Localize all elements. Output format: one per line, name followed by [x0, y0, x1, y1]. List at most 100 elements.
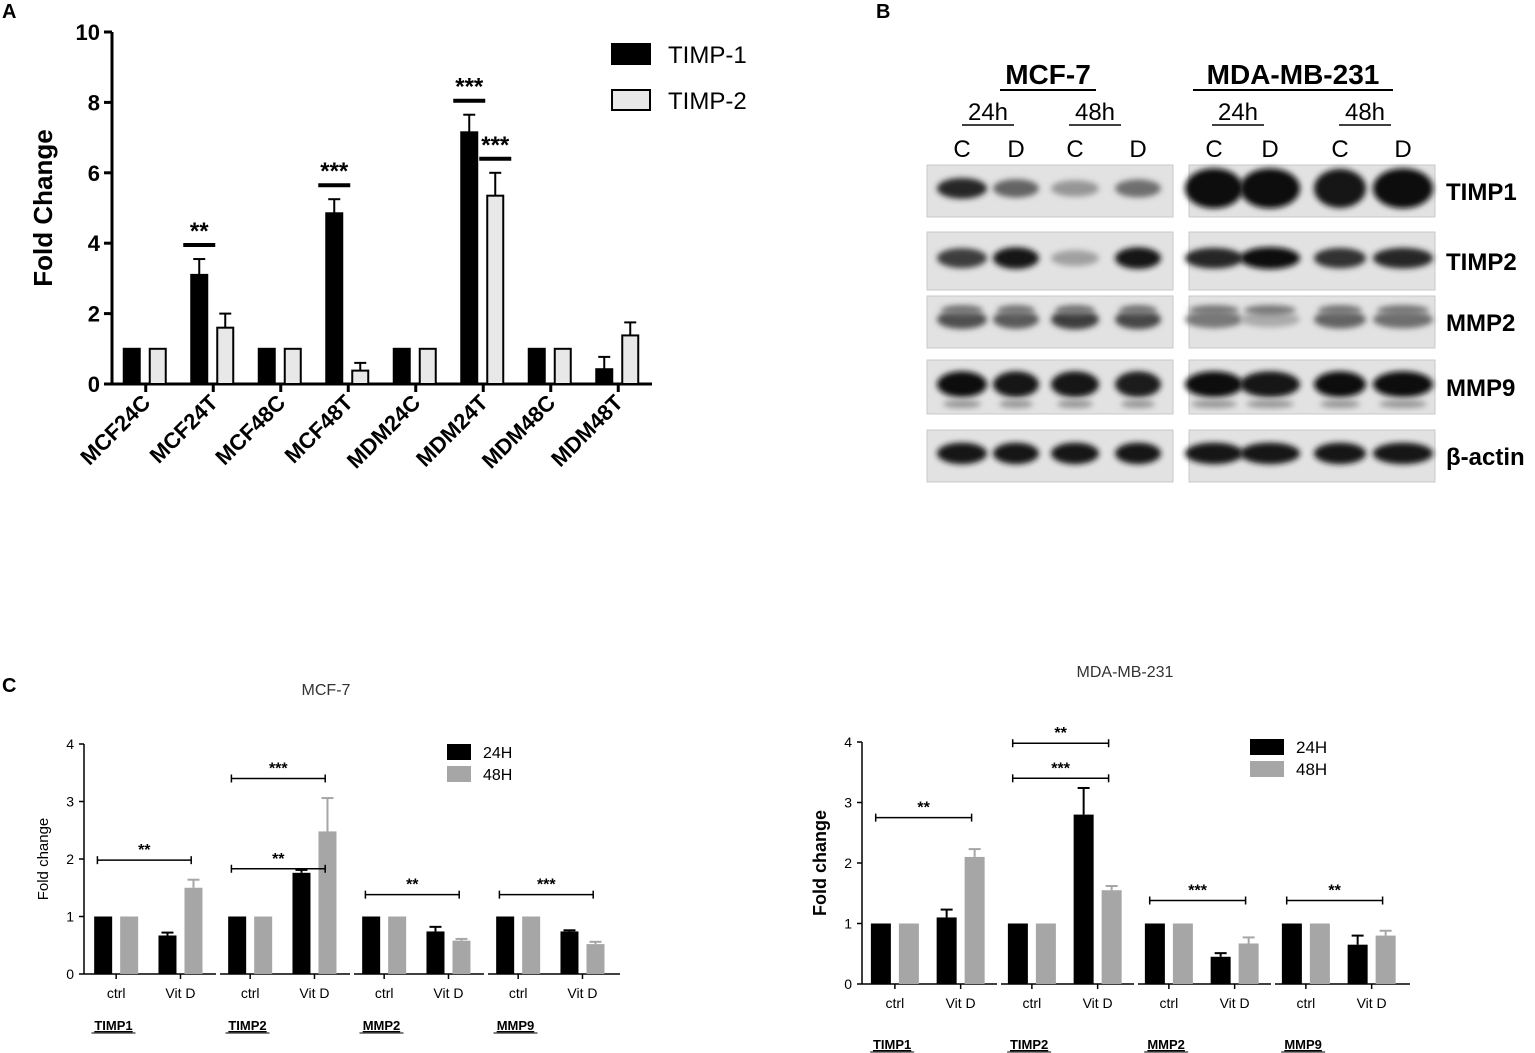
- blot-band: [1240, 247, 1300, 270]
- blot-lane-label: D: [1394, 136, 1411, 163]
- blot-band: [937, 178, 987, 199]
- y-tick-label: 6: [88, 161, 100, 186]
- significance-marker: ***: [1188, 883, 1207, 900]
- group-label: TIMP2: [1010, 1037, 1048, 1052]
- bar-48H: [1035, 923, 1056, 984]
- significance-marker: ***: [537, 877, 556, 894]
- blot-band: [1051, 309, 1099, 330]
- bar-48H: [964, 856, 985, 984]
- significance-marker: ***: [320, 158, 349, 185]
- blot-band: [937, 309, 987, 329]
- bar-48H: [318, 831, 337, 974]
- bar-48H: [184, 887, 203, 974]
- bar-TIMP-2: [351, 369, 370, 385]
- significance-marker: ***: [1051, 760, 1070, 777]
- blot-band: [1051, 250, 1099, 267]
- significance-marker: ***: [455, 74, 484, 101]
- y-tick-label: 2: [844, 855, 852, 871]
- blot-band: [1240, 311, 1300, 328]
- x-tick-label: MDM48T: [546, 389, 628, 471]
- panel-c-mcf7-chart: MCF-7 0 1 2 3 4 Fold change ctrl Vit D TIMP1 ctrl V…: [35, 682, 620, 1034]
- chart-title: MDA-MB-231: [1077, 664, 1174, 681]
- panel-c-mda-chart: MDA-MB-231 0 1 2 3 4 Fold change ctrl Vit D TIMP1…: [810, 664, 1410, 1053]
- blot-protein-label: β-actin: [1446, 444, 1525, 471]
- bar-24H: [1281, 923, 1302, 984]
- blot-band: [1115, 309, 1161, 330]
- blot-band: [1373, 247, 1433, 269]
- x-tick-label: MDM48C: [477, 390, 560, 473]
- x-tick-label: ctrl: [1160, 995, 1179, 1011]
- blot-timepoint-label: 48h: [1345, 99, 1385, 126]
- bar-TIMP-2: [283, 347, 302, 385]
- significance-marker: ***: [269, 761, 288, 778]
- x-tick-label: Vit D: [1357, 995, 1387, 1011]
- panel-c-label: C: [2, 675, 16, 697]
- x-tick-label: ctrl: [1023, 995, 1042, 1011]
- y-tick-label: 4: [66, 736, 74, 752]
- x-tick-label: Vit D: [165, 985, 195, 1001]
- blot-band: [1373, 371, 1433, 398]
- y-tick-label: 2: [66, 851, 74, 867]
- y-tick-label: 1: [844, 916, 852, 932]
- y-tick-label: 2: [88, 302, 100, 327]
- bar-48H: [898, 923, 919, 984]
- blot-protein-label: TIMP2: [1446, 249, 1517, 276]
- blot-band: [1240, 168, 1300, 209]
- bar-48H: [1238, 943, 1259, 984]
- significance-marker: **: [1054, 725, 1067, 742]
- bar-TIMP-1: [257, 347, 276, 385]
- legend-label: TIMP-2: [668, 88, 747, 115]
- legend-swatch: [1250, 739, 1284, 755]
- blot-band: [1240, 442, 1300, 465]
- legend-label: 24H: [1296, 738, 1327, 757]
- significance-marker: **: [1328, 883, 1341, 900]
- group-label: TIMP2: [228, 1018, 266, 1033]
- legend-swatch: [611, 43, 651, 65]
- blot-band: [1051, 371, 1099, 398]
- blot-band-lower: [1057, 400, 1093, 408]
- group-label: TIMP1: [873, 1037, 911, 1052]
- bar-48H: [586, 944, 605, 974]
- blot-protein-label: MMP2: [1446, 310, 1515, 337]
- blot-band: [1185, 247, 1243, 269]
- chart-title: MCF-7: [302, 682, 351, 699]
- blot-band: [937, 371, 987, 398]
- blot-cell-line-label: MDA-MB-231: [1207, 59, 1380, 90]
- blot-timepoint-label: 24h: [968, 99, 1008, 126]
- bar-24H: [292, 872, 311, 974]
- significance-marker: **: [406, 877, 419, 894]
- legend-swatch: [447, 766, 471, 782]
- blot-band: [1185, 310, 1243, 329]
- blot-protein-label: MMP9: [1446, 375, 1515, 402]
- blot-lane-label: C: [953, 136, 970, 163]
- blot-band-upper: [997, 305, 1035, 315]
- bar-TIMP-2: [148, 347, 167, 385]
- bar-TIMP-1: [325, 212, 344, 385]
- legend-label: 48H: [483, 767, 512, 784]
- legend-swatch: [1250, 761, 1284, 777]
- x-tick-label: ctrl: [375, 985, 394, 1001]
- blot-band: [1051, 180, 1099, 197]
- blot-timepoint-label: 24h: [1218, 99, 1258, 126]
- y-tick-label: 10: [76, 20, 100, 45]
- legend-label: 24H: [483, 745, 512, 762]
- blot-band: [1185, 442, 1243, 465]
- blot-band: [993, 310, 1039, 329]
- bar-48H: [522, 916, 541, 974]
- blot-band-lower: [1121, 400, 1155, 408]
- blot-band: [1373, 310, 1433, 329]
- significance-marker: **: [272, 851, 285, 868]
- blot-lane-label: C: [1066, 136, 1083, 163]
- blot-timepoint-label: 48h: [1075, 99, 1115, 126]
- x-tick-label: Vit D: [946, 995, 976, 1011]
- x-tick-label: ctrl: [1297, 995, 1316, 1011]
- blot-band-lower: [943, 400, 981, 408]
- y-tick-label: 0: [66, 966, 74, 982]
- y-tick-label: 3: [844, 795, 852, 811]
- group-label: MMP2: [1147, 1037, 1185, 1052]
- y-tick-label: 1: [66, 909, 74, 925]
- bar-TIMP-2: [621, 334, 640, 386]
- bar-24H: [1073, 814, 1094, 984]
- blot-band: [1185, 371, 1243, 398]
- y-axis-label: Fold change: [35, 818, 52, 901]
